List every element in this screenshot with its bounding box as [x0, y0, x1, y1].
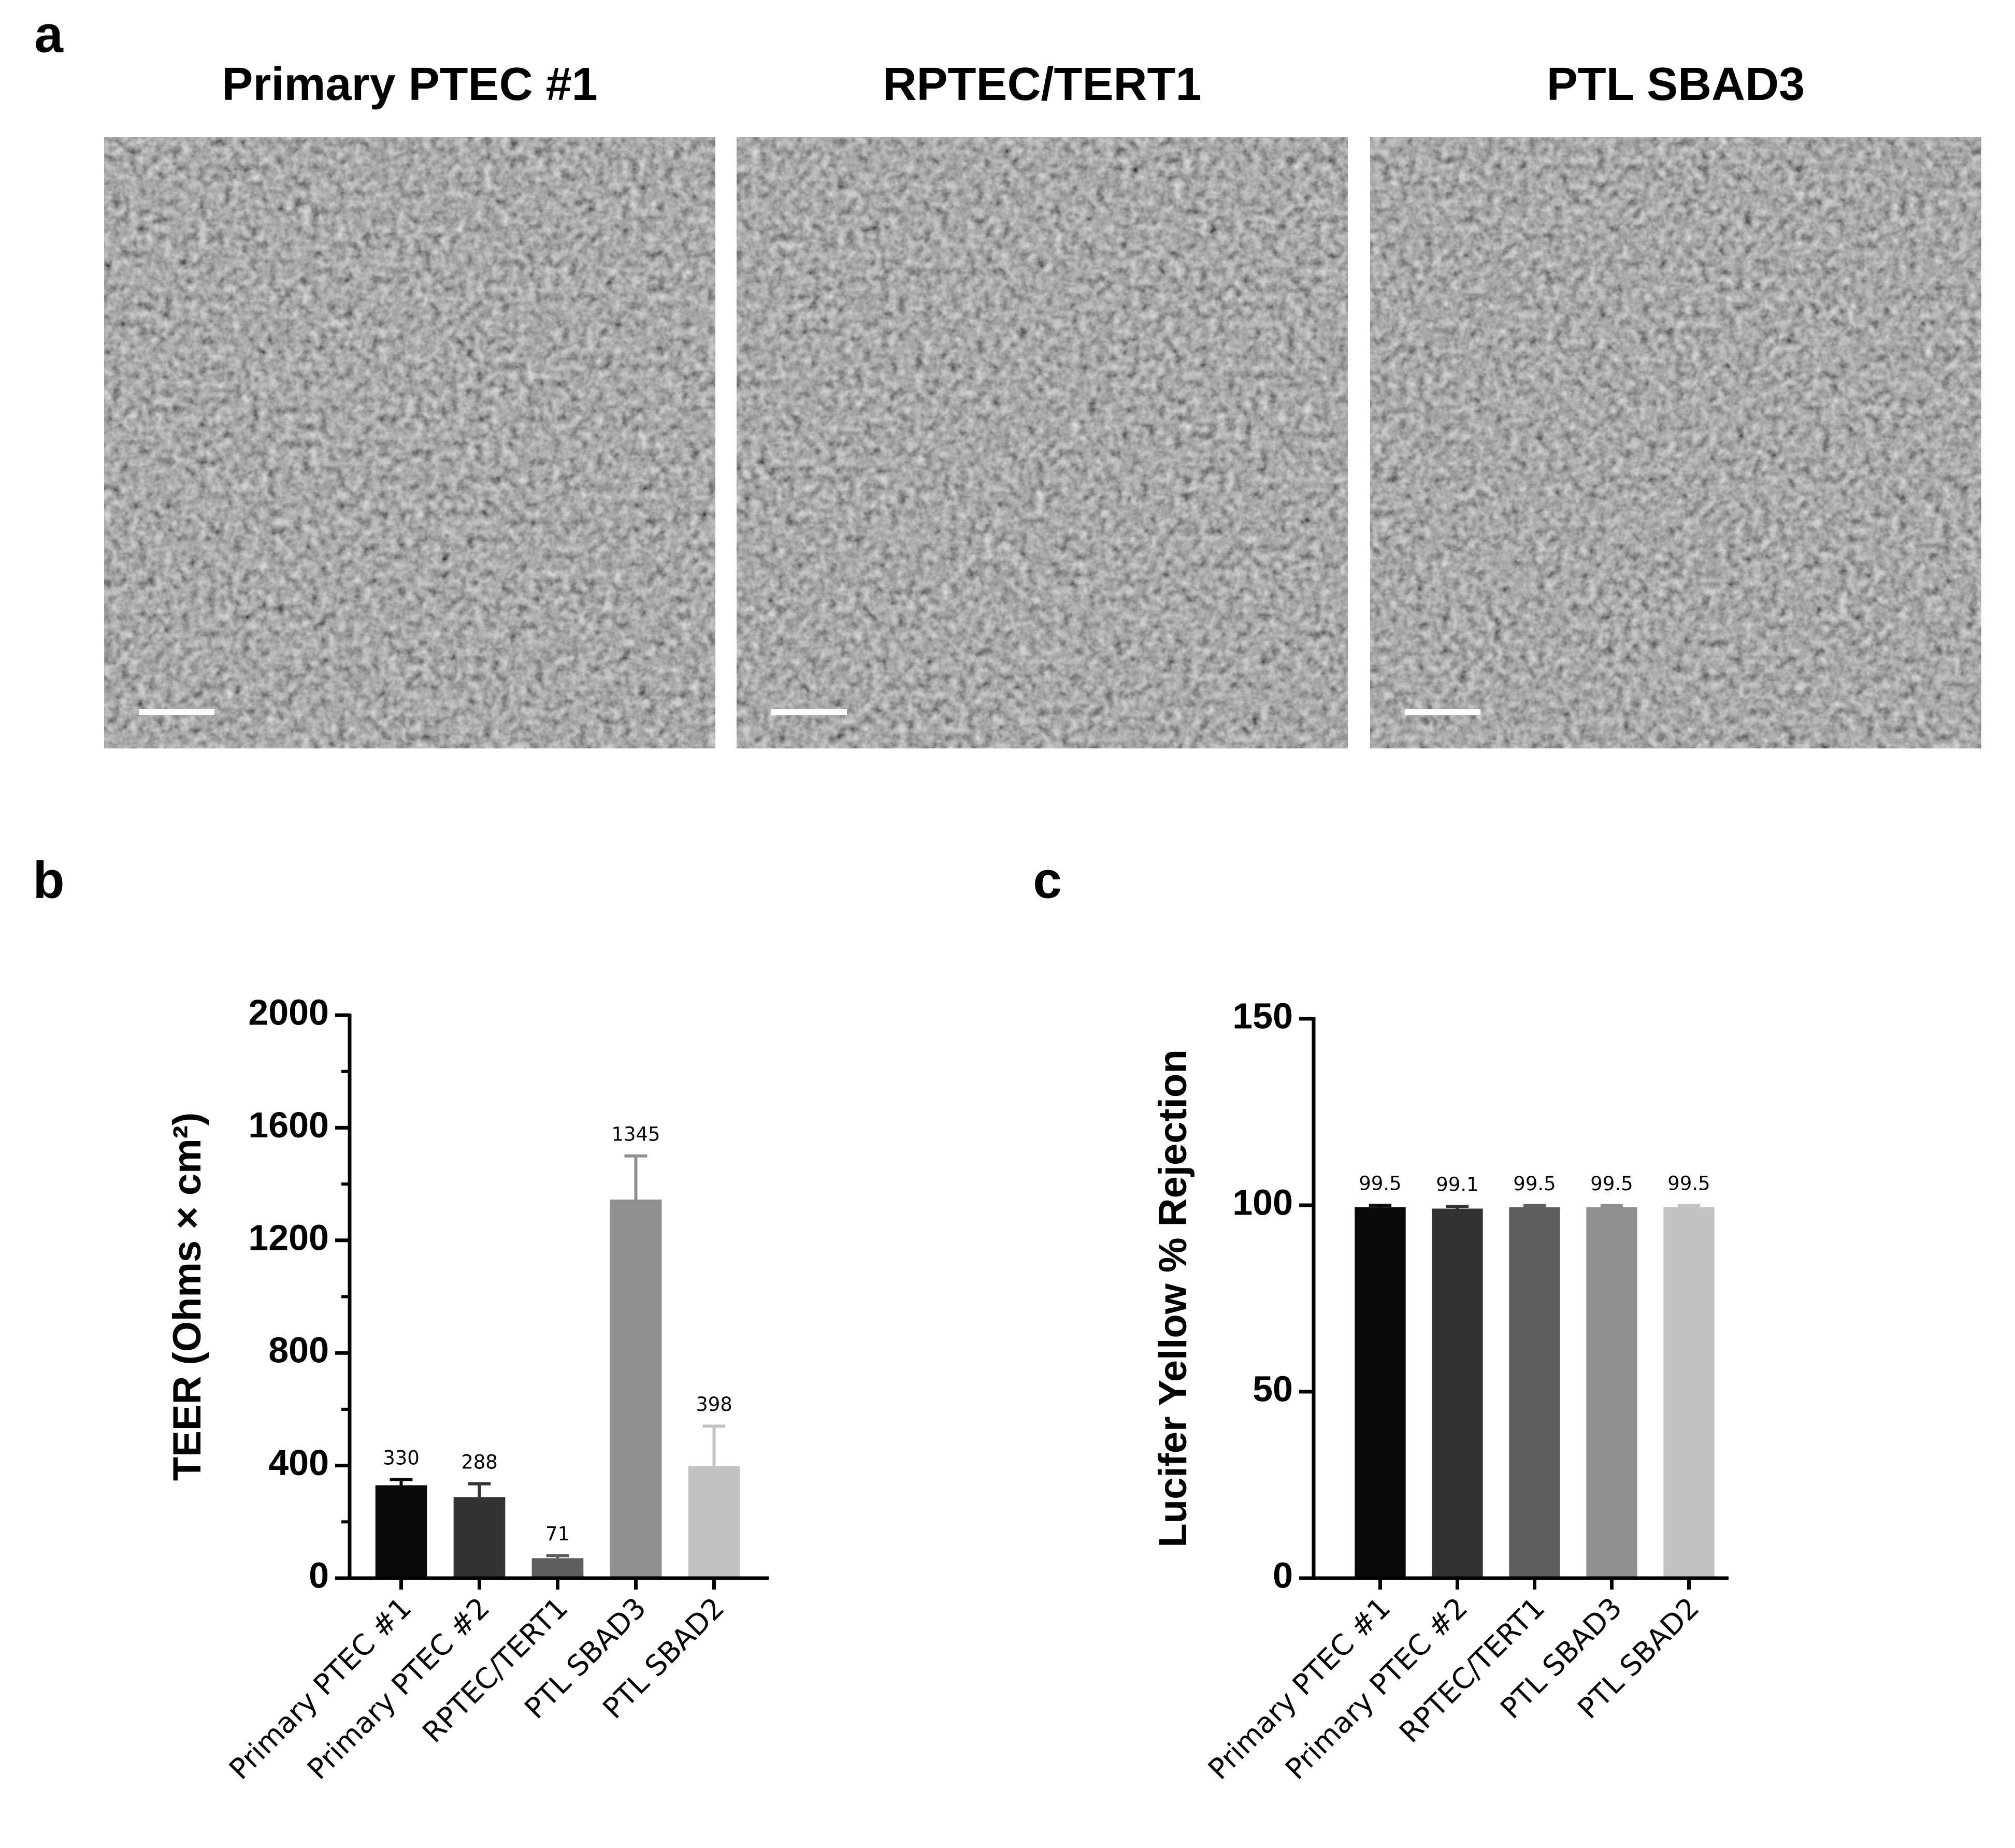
micrograph-texture	[1370, 137, 1981, 748]
bar	[610, 1199, 662, 1578]
y-tick-label: 100	[1232, 1182, 1293, 1222]
value-label: 99.5	[1513, 1173, 1556, 1195]
bar	[1432, 1208, 1483, 1578]
micrograph-title: PTL SBAD3	[1547, 59, 1805, 110]
panel-label: b	[33, 851, 64, 909]
value-label: 99.5	[1667, 1173, 1710, 1195]
bar	[531, 1558, 584, 1578]
panel-label: c	[1033, 851, 1062, 909]
y-tick-label: 0	[309, 1555, 329, 1595]
y-tick-label: 50	[1253, 1368, 1293, 1409]
value-label: 99.5	[1590, 1173, 1633, 1195]
micrograph-texture	[104, 137, 715, 748]
bar	[453, 1497, 506, 1578]
y-tick-label: 2000	[248, 992, 329, 1032]
micrograph-title: RPTEC/TERT1	[883, 59, 1201, 110]
bar	[375, 1485, 427, 1578]
value-label: 330	[383, 1447, 420, 1469]
y-tick-label: 150	[1232, 995, 1293, 1036]
value-label: 99.1	[1436, 1174, 1478, 1196]
bar	[1355, 1207, 1406, 1578]
value-label: 99.5	[1359, 1173, 1401, 1195]
value-label: 71	[545, 1523, 570, 1545]
micrograph-title: Primary PTEC #1	[222, 59, 597, 110]
bar	[688, 1466, 740, 1578]
bar	[1586, 1207, 1637, 1578]
y-tick-label: 1200	[248, 1217, 329, 1258]
bar	[1663, 1207, 1715, 1578]
bar	[1509, 1207, 1560, 1578]
y-tick-label: 0	[1273, 1555, 1293, 1595]
value-label: 288	[461, 1451, 498, 1473]
y-tick-label: 800	[268, 1330, 329, 1370]
y-tick-label: 1600	[248, 1105, 329, 1145]
y-tick-label: 400	[268, 1442, 329, 1483]
micrographs: Primary PTEC #1 RPTEC/TERT1 PTL SBAD3	[104, 59, 1981, 748]
value-label: 398	[696, 1393, 732, 1416]
value-label: 1345	[611, 1123, 660, 1145]
y-axis-label: TEER (Ohms × cm²)	[165, 1113, 209, 1481]
panel-label: a	[34, 5, 64, 63]
y-axis-label: Lucifer Yellow % Rejection	[1151, 1049, 1195, 1548]
micrograph-texture	[737, 137, 1348, 748]
